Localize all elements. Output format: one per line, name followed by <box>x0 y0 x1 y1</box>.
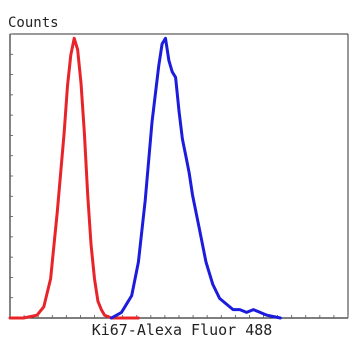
series-group <box>8 36 282 320</box>
x-axis-label: Ki67-Alexa Fluor 488 <box>92 321 273 338</box>
series-line-0 <box>8 36 140 320</box>
axes <box>9 33 349 319</box>
y-axis-label: Counts <box>8 15 59 31</box>
series-line-1 <box>109 36 282 320</box>
axis-labels: Counts Ki67-Alexa Fluor 488 <box>8 15 272 338</box>
